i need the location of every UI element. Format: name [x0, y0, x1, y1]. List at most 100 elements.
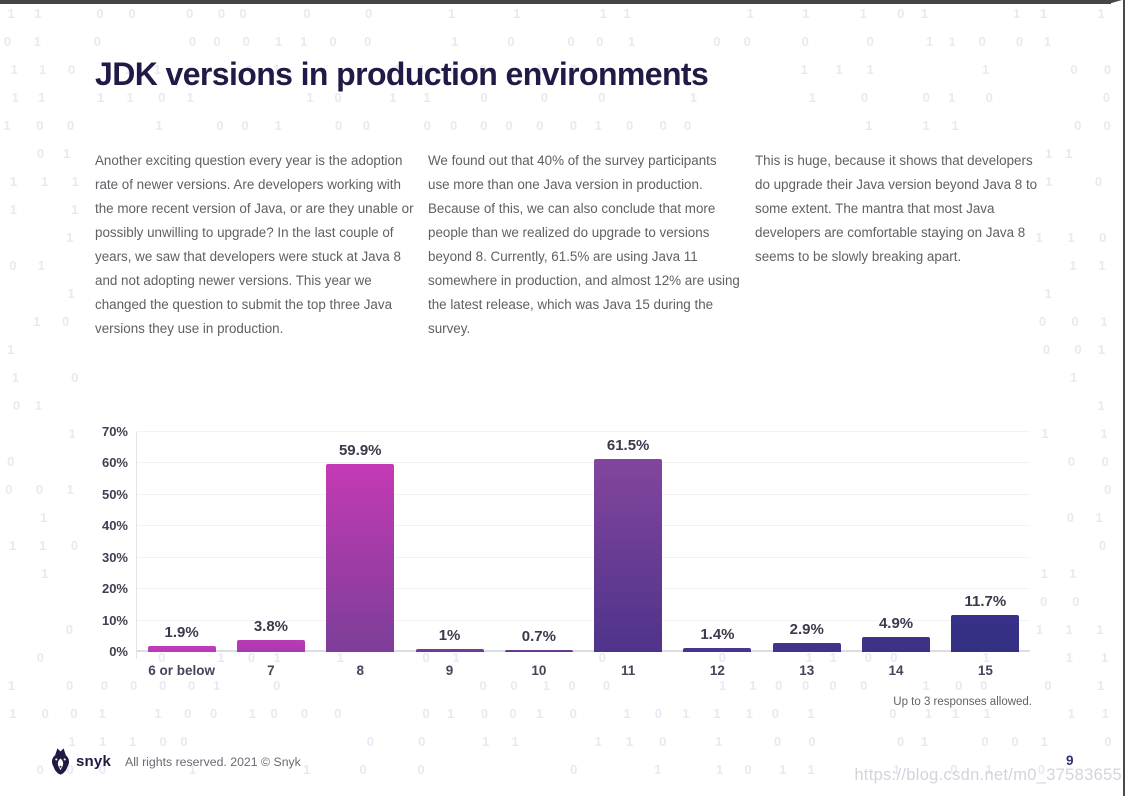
binary-digit: 0 [860, 90, 869, 105]
binary-digit: 0 [1099, 230, 1107, 245]
binary-digit: 0 [654, 706, 663, 721]
binary-digit: 1 [807, 762, 815, 777]
binary-digit: 0 [187, 678, 196, 693]
binary-digit: 1 [66, 230, 74, 245]
binary-digit: 1 [38, 62, 47, 77]
gridline [137, 462, 1030, 464]
bar [236, 640, 305, 652]
binary-digit: 1 [1040, 734, 1048, 749]
binary-digit: 1 [542, 678, 550, 693]
binary-digit: 0 [36, 650, 44, 665]
x-axis-tick-label: 10 [531, 663, 547, 678]
binary-digit: 1 [452, 650, 460, 665]
binary-digit: 1 [1097, 6, 1105, 21]
binary-digit: 1 [513, 6, 521, 21]
intro-paragraph-2: We found out that 40% of the survey part… [428, 153, 740, 336]
binary-digit: 1 [920, 6, 929, 21]
binary-digit: 0 [1101, 454, 1109, 469]
binary-digit: 0 [922, 90, 930, 105]
binary-digit: 0 [128, 6, 136, 21]
binary-digit: 0 [1071, 314, 1079, 329]
y-axis-tick-label: 10% [101, 612, 128, 628]
binary-digit: 1 [536, 62, 544, 77]
binary-digit: 1 [925, 34, 934, 49]
binary-digit: 1 [1097, 342, 1106, 357]
binary-digit: 1 [745, 706, 753, 721]
binary-digit: 1 [66, 482, 74, 497]
binary-digit: 1 [807, 706, 815, 721]
binary-digit: 0 [570, 762, 578, 777]
binary-digit: 0 [889, 706, 897, 721]
binary-digit: 0 [422, 650, 430, 665]
binary-digit: 0 [67, 118, 75, 133]
bar-value-label: 4.9% [878, 615, 914, 632]
binary-digit: 1 [71, 174, 80, 189]
bar [415, 649, 484, 652]
binary-digit: 0 [158, 650, 166, 665]
binary-digit: 0 [41, 706, 49, 721]
bar-group-15: 11.7% [940, 593, 1030, 652]
binary-digit: 1 [1044, 286, 1052, 301]
binary-digit: 1 [924, 706, 933, 721]
binary-digit: 1 [96, 90, 105, 105]
binary-digit: 0 [1074, 342, 1082, 357]
binary-digit: 0 [159, 678, 167, 693]
binary-digit: 1 [306, 90, 314, 105]
y-axis-line [136, 432, 137, 659]
binary-digit: 1 [67, 286, 75, 301]
binary-digit: 1 [1069, 566, 1077, 581]
binary-digit: 1 [746, 6, 754, 21]
x-axis-tick-label: 14 [888, 663, 904, 678]
binary-digit: 1 [1096, 622, 1104, 637]
footer: snyk All rights reserved. 2021 © Snyk [50, 748, 301, 775]
binary-digit: 1 [40, 510, 48, 525]
binary-digit: 0 [180, 734, 188, 749]
binary-digit: 0 [366, 734, 374, 749]
binary-digit: 0 [1098, 538, 1107, 553]
binary-digit: 1 [248, 706, 256, 721]
bar-value-label: 3.8% [253, 618, 289, 635]
binary-digit: 0 [1066, 510, 1074, 525]
binary-digit: 1 [37, 258, 46, 273]
binary-digit: 1 [713, 706, 721, 721]
binary-digit: 1 [423, 90, 431, 105]
binary-digit: 1 [34, 398, 42, 413]
binary-digit: 0 [270, 706, 278, 721]
binary-digit: 1 [1065, 146, 1073, 161]
binary-digit: 0 [596, 34, 604, 49]
bar-group-9: 1% [405, 627, 495, 652]
bar-value-label: 0.7% [521, 628, 556, 645]
binary-digit: 0 [66, 762, 74, 777]
binary-digit: 0 [449, 62, 458, 77]
binary-digit: 0 [1038, 314, 1047, 329]
bar-group-11: 61.5% [583, 437, 673, 652]
binary-digit: 1 [1067, 230, 1075, 245]
snyk-dog-logo-icon [51, 748, 70, 775]
binary-digit: 0 [718, 650, 726, 665]
x-axis-tick-label: 7 [267, 663, 275, 678]
binary-digit: 0 [955, 678, 963, 693]
binary-digit: 1 [865, 118, 873, 133]
intro-paragraph-1: Another exciting question every year is … [95, 153, 414, 336]
binary-digit: 0 [450, 118, 458, 133]
binary-digit: 0 [213, 34, 221, 49]
binary-digit: 0 [860, 678, 868, 693]
bar [147, 646, 216, 652]
binary-digit: 1 [982, 62, 990, 77]
binary-digit: 0 [480, 706, 489, 721]
binary-digit: 0 [9, 258, 17, 273]
binary-digit: 1 [336, 650, 344, 665]
binary-digit: 0 [505, 118, 513, 133]
binary-digit: 0 [659, 118, 667, 133]
binary-digit: 1 [829, 650, 837, 665]
binary-digit: 0 [864, 650, 872, 665]
binary-digit: 0 [66, 678, 74, 693]
binary-digit: 1 [802, 6, 810, 21]
binary-digit: 1 [536, 706, 544, 721]
bar-value-label: 1.9% [164, 624, 199, 641]
binary-digit: 0 [1042, 342, 1051, 357]
binary-digit: 0 [808, 734, 816, 749]
y-axis-tick-label: 0% [109, 644, 128, 659]
binary-digit: 0 [771, 706, 779, 721]
binary-digit: 0 [897, 6, 905, 21]
